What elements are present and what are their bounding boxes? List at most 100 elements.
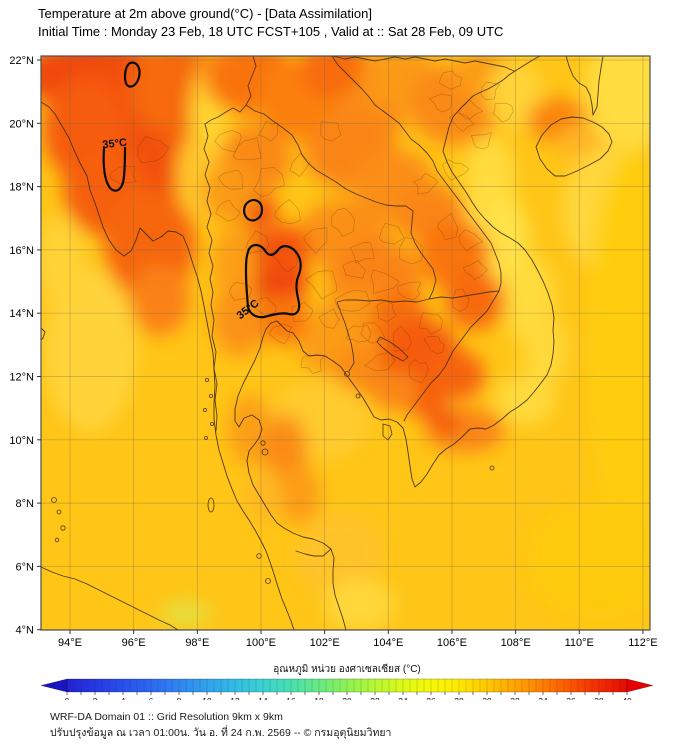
colorbar-tick-label: 10 (202, 696, 212, 700)
lon-tick-label: 94°E (58, 637, 82, 649)
province-boundary (408, 359, 429, 384)
province-boundary (137, 136, 169, 163)
province-boundary (480, 81, 500, 101)
province-boundary (289, 152, 311, 177)
colorbar-tick-label: 28 (454, 696, 464, 700)
province-boundary (268, 322, 293, 345)
contour-35c-layer (102, 61, 302, 319)
province-boundary (349, 242, 375, 264)
province-boundary (449, 112, 475, 132)
colorbar-tick-label: 24 (398, 696, 408, 700)
province-boundary (360, 322, 385, 344)
footer-update-info: ปรับปรุงข้อมูล ณ เวลา 01:00น. วัน อ. ที่… (50, 727, 392, 739)
colorbar-tick-label: 36 (566, 696, 576, 700)
lat-tick-label: 12°N (9, 372, 34, 384)
coastline-west (41, 101, 295, 630)
province-boundary (342, 260, 366, 279)
coastline-sumatra (41, 566, 179, 630)
lon-tick-label: 102°E (310, 637, 340, 649)
islands (51, 371, 495, 584)
colorbar-tick-label: 40 (622, 696, 632, 700)
colorbar-tick-label: 32 (510, 696, 520, 700)
province-boundary (471, 132, 492, 149)
province-boundary (451, 288, 470, 312)
colorbar-tick-label: 26 (426, 696, 436, 700)
colorbar-tick-label: 16 (286, 696, 296, 700)
province-boundary (399, 237, 423, 265)
province-boundary (217, 169, 243, 190)
province-boundary (439, 70, 462, 90)
colorbar-under-arrow (40, 678, 68, 693)
province-boundary (396, 281, 422, 300)
province-boundary (458, 229, 483, 251)
footer-domain-info: WRF-DA Domain 01 :: Grid Resolution 9km … (50, 711, 283, 723)
lon-tick-label: 112°E (628, 637, 657, 649)
country-borders (203, 56, 515, 557)
lake-tonle-sap (376, 336, 409, 362)
colorbar-tick-label: 14 (258, 696, 268, 700)
contour-35c-cell-nw-thailand (243, 199, 264, 222)
province-boundary (346, 325, 372, 343)
coastline-leizhou-peninsula (565, 56, 604, 116)
province-boundary (300, 354, 325, 375)
lon-tick-label: 104°E (373, 637, 403, 649)
province-boundary (110, 165, 137, 184)
lon-tick-label: 108°E (501, 637, 531, 649)
lat-tick-label: 18°N (9, 182, 34, 194)
province-boundary (459, 99, 484, 120)
province-boundary (331, 208, 355, 237)
province-boundary (442, 159, 470, 181)
province-boundary (379, 223, 405, 245)
colorbar-tick-label: 2 (93, 696, 98, 700)
province-boundary (428, 93, 452, 113)
province-boundary (462, 260, 488, 281)
colorbar-tick-label: 6 (149, 696, 154, 700)
temperature-field-layer (41, 56, 650, 630)
lat-tick-label: 4°N (16, 625, 35, 637)
province-boundary (318, 308, 340, 329)
page-title: Temperature at 2m above ground(°C) - [Da… (38, 6, 372, 21)
lat-tick-label: 6°N (16, 561, 35, 573)
lon-tick-label: 98°E (185, 637, 209, 649)
province-boundary (364, 352, 396, 371)
lat-tick-label: 22°N (9, 55, 34, 67)
province-boundary (376, 300, 397, 323)
colorbar-tick-label: 12 (230, 696, 240, 700)
lon-tick-label: 100°E (246, 637, 276, 649)
province-boundary (214, 130, 242, 153)
lat-tick-label: 16°N (9, 245, 34, 257)
province-boundary (418, 312, 443, 335)
contour-35c-central-thailand (244, 243, 302, 319)
lon-tick-label: 110°E (565, 637, 594, 649)
province-boundaries (110, 70, 514, 384)
temperature-map-scene: 35°C 35°C 94°E 96°E 98°E 100°E 102°E 104°E 106… (9, 55, 657, 700)
province-boundary (252, 297, 277, 317)
lat-tick-label: 8°N (16, 498, 35, 510)
colorbar-tick-label: 34 (538, 696, 548, 700)
colorbar-tick-label: 18 (314, 696, 324, 700)
colorbar-tick-label: 20 (342, 696, 352, 700)
colorbar-tick-label: 22 (370, 696, 380, 700)
province-boundary (253, 167, 285, 198)
contour-35c-cell-ne-myanmar (123, 61, 141, 88)
lat-tick-label: 14°N (9, 308, 34, 320)
axes-layer: 94°E 96°E 98°E 100°E 102°E 104°E 106°E 108°E 110… (9, 55, 657, 649)
province-boundary (437, 213, 458, 240)
colorbar-tick-label: 8 (177, 696, 182, 700)
province-boundary (274, 199, 301, 225)
province-boundary (393, 326, 412, 352)
province-boundary (305, 270, 337, 300)
province-boundary (492, 102, 514, 123)
colorbar-label: อุณหภูมิ หน่วย องศาเซลเซียส (°C) (273, 663, 421, 675)
contour-label-myanmar: 35°C (102, 137, 128, 152)
lon-tick-label: 96°E (122, 637, 146, 649)
map-frame (40, 55, 651, 631)
province-boundary (370, 269, 400, 294)
coastline-east (234, 56, 555, 630)
lon-tick-label: 106°E (437, 637, 467, 649)
province-boundary (334, 289, 371, 312)
province-boundary (215, 199, 241, 222)
colorbar-tick-label: 30 (482, 696, 492, 700)
province-boundary (320, 121, 342, 142)
